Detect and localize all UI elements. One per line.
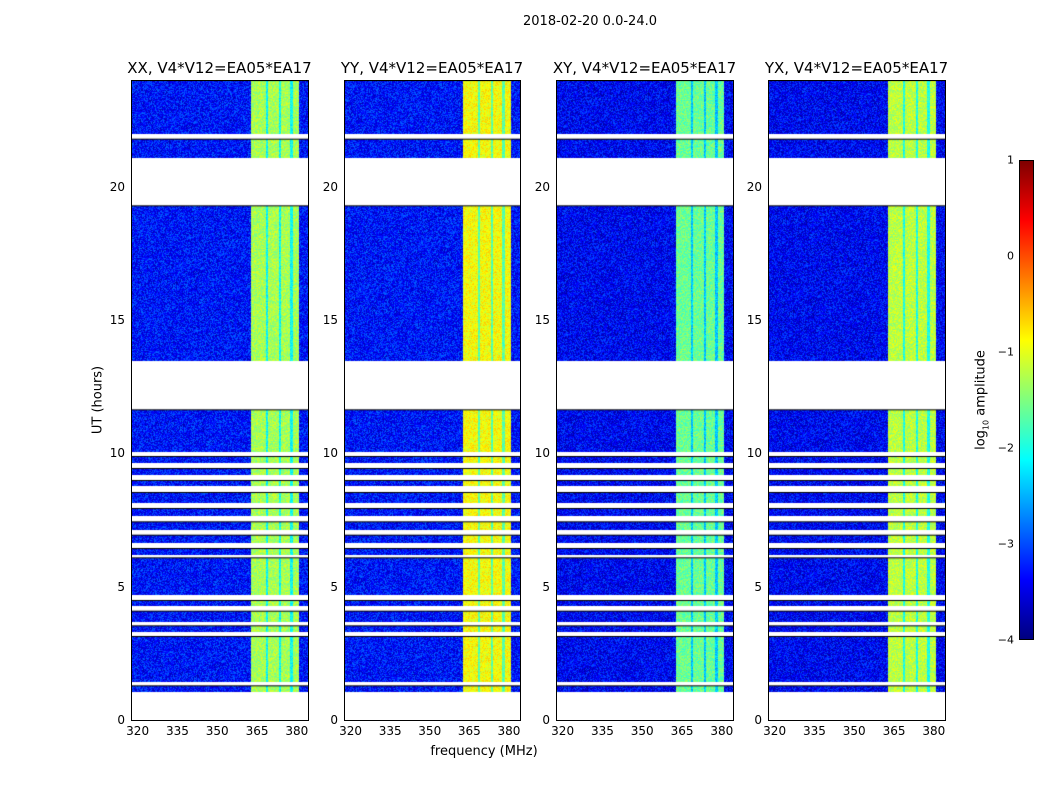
figure-title: 2018-02-20 0.0-24.0 xyxy=(523,14,657,29)
x-tick-label: 350 xyxy=(630,724,654,738)
x-tick-label: 320 xyxy=(763,724,787,738)
x-tick-label: 320 xyxy=(551,724,575,738)
x-tick-label: 380 xyxy=(922,724,946,738)
axes-frame xyxy=(768,80,946,721)
y-tick-label: 0 xyxy=(117,713,125,727)
axes-frame xyxy=(131,80,309,721)
y-tick-label: 15 xyxy=(534,313,550,327)
panel-title: YX, V4*V12=EA05*EA17 xyxy=(764,59,949,77)
heatmap-panel-xx xyxy=(131,80,308,720)
x-tick-label: 350 xyxy=(842,724,866,738)
y-tick-label: 5 xyxy=(754,579,762,594)
y-tick-label: 0 xyxy=(754,713,762,727)
colorbar-gradient xyxy=(1019,160,1034,640)
y-tick-label: 15 xyxy=(322,313,338,327)
y-axis-label: UT (hours) xyxy=(90,365,106,435)
panel-title: XX, V4*V12=EA05*EA17 xyxy=(127,59,312,77)
colorbar-label: log10 amplitude xyxy=(973,350,991,450)
heatmap-panel-yx xyxy=(768,80,945,720)
x-tick-label: 365 xyxy=(670,724,694,738)
colorbar-tick-label: −3 xyxy=(997,537,1014,551)
x-tick-label: 320 xyxy=(339,724,363,738)
y-tick-label: 20 xyxy=(109,179,125,194)
x-tick-label: 335 xyxy=(378,724,402,738)
panel-title: YY, V4*V12=EA05*EA17 xyxy=(340,59,524,77)
x-tick-label: 380 xyxy=(497,724,521,738)
y-tick-label: 20 xyxy=(322,179,338,194)
colorbar-tick-label: 1 xyxy=(1007,153,1014,167)
panel-title: XY, V4*V12=EA05*EA17 xyxy=(552,59,737,77)
colorbar-tick-label: −2 xyxy=(997,441,1014,455)
x-tick-label: 380 xyxy=(710,724,734,738)
x-tick-label: 335 xyxy=(590,724,614,738)
y-tick-label: 20 xyxy=(534,179,550,194)
colorbar-tick-label: −4 xyxy=(997,633,1014,647)
colorbar-tick-label: 0 xyxy=(1007,249,1014,263)
y-tick-label: 10 xyxy=(746,446,762,461)
y-tick-label: 0 xyxy=(330,713,338,727)
x-tick-label: 350 xyxy=(205,724,229,738)
x-tick-label: 365 xyxy=(245,724,269,738)
x-tick-label: 350 xyxy=(418,724,442,738)
y-tick-label: 5 xyxy=(330,579,338,594)
y-tick-label: 0 xyxy=(542,713,550,727)
x-axis-label: frequency (MHz) xyxy=(430,744,538,759)
y-tick-label: 5 xyxy=(542,579,550,594)
x-tick-label: 380 xyxy=(285,724,309,738)
axes-frame xyxy=(556,80,734,721)
x-tick-label: 365 xyxy=(457,724,481,738)
heatmap-panel-xy xyxy=(556,80,733,720)
y-tick-label: 10 xyxy=(534,446,550,461)
y-tick-label: 15 xyxy=(109,313,125,327)
heatmap-panel-yy xyxy=(344,80,520,720)
y-tick-label: 10 xyxy=(322,446,338,461)
x-tick-label: 335 xyxy=(802,724,826,738)
colorbar-tick-label: −1 xyxy=(997,345,1014,359)
y-tick-label: 15 xyxy=(746,313,762,327)
y-tick-label: 20 xyxy=(746,179,762,194)
x-tick-label: 335 xyxy=(165,724,189,738)
axes-frame xyxy=(344,80,521,721)
y-tick-label: 5 xyxy=(117,579,125,594)
y-tick-label: 10 xyxy=(109,446,125,461)
x-tick-label: 320 xyxy=(126,724,150,738)
x-tick-label: 365 xyxy=(882,724,906,738)
